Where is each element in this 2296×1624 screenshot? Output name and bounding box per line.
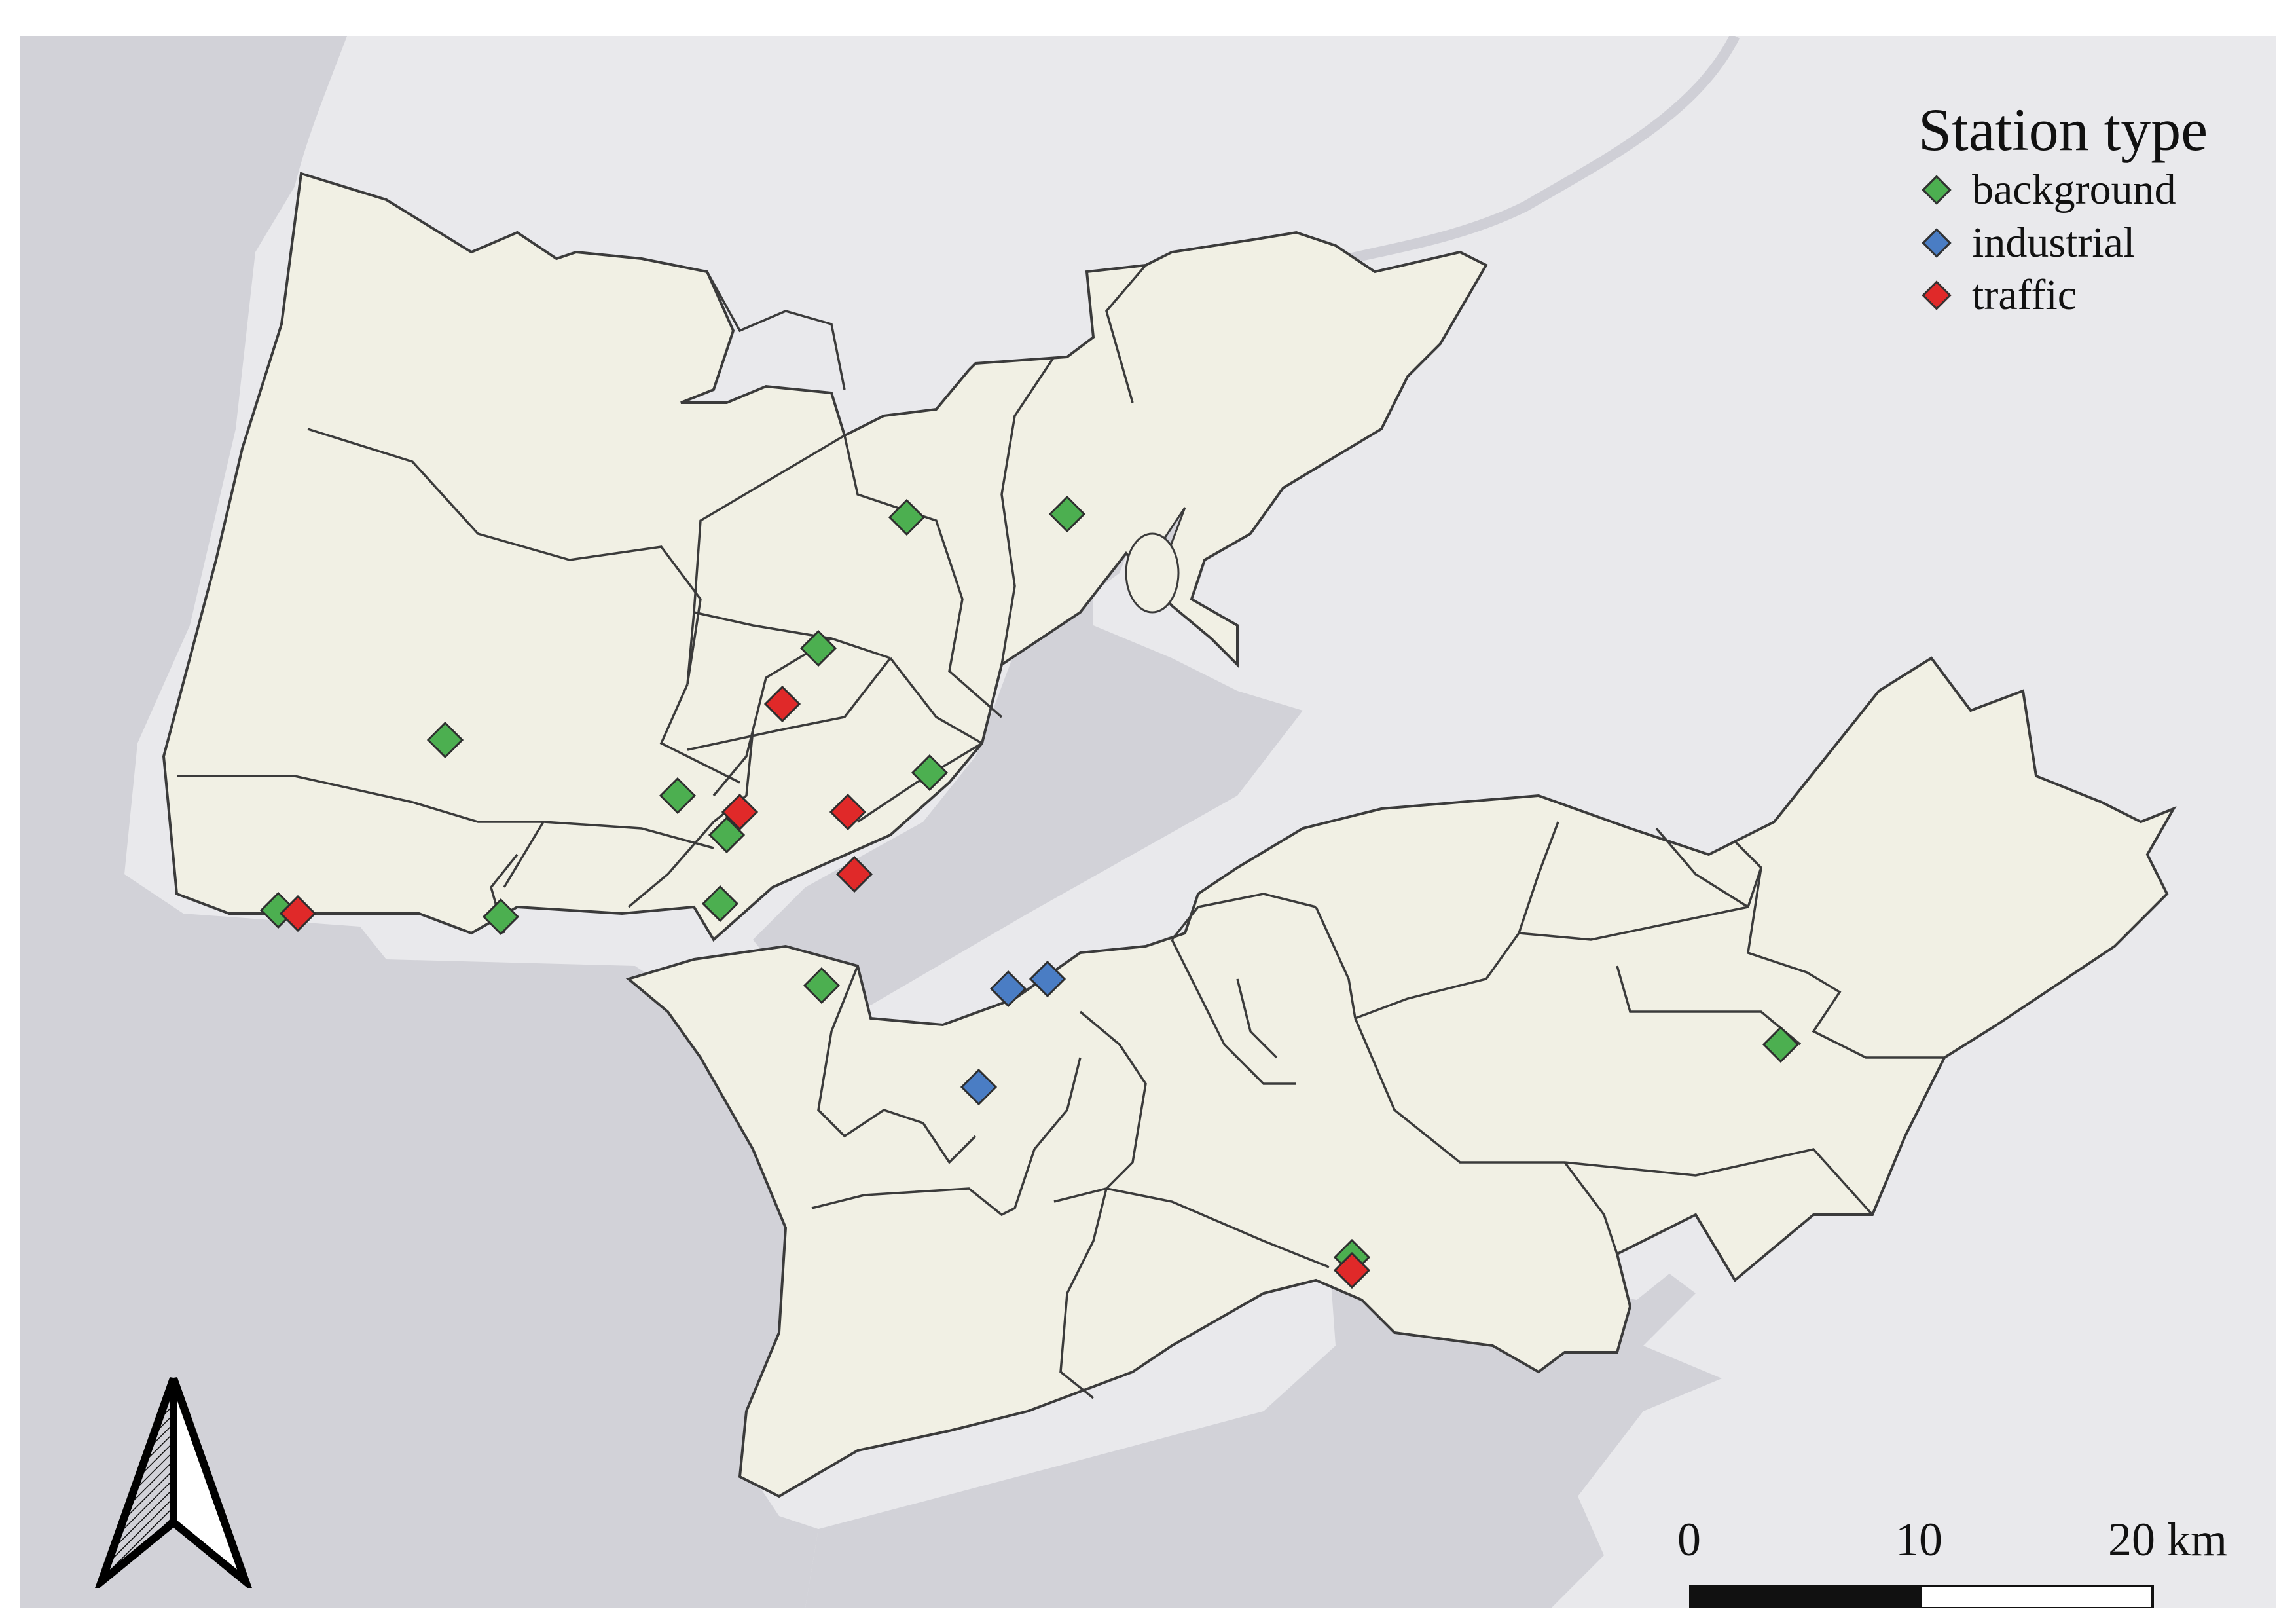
legend-label-traffic: traffic xyxy=(1972,271,2077,319)
station-marker-industrial xyxy=(989,970,1027,1008)
study-area-north xyxy=(162,172,1488,942)
ocean-area xyxy=(20,36,818,1608)
station-marker-background xyxy=(888,498,926,536)
diamond-icon xyxy=(1918,225,1955,261)
station-marker-traffic xyxy=(279,895,317,932)
legend-title: Station type xyxy=(1918,96,2208,163)
legend-item-background: background xyxy=(1918,164,2176,216)
station-marker-background xyxy=(911,754,949,792)
study-area-south xyxy=(625,656,2177,1498)
scale-bar: 0 10 20 km xyxy=(1669,1513,2227,1608)
scale-segment-light xyxy=(1922,1587,2151,1607)
scale-label-10: 10 xyxy=(1895,1513,1942,1566)
scale-bar-rect xyxy=(1689,1585,2154,1608)
legend-label-industrial: industrial xyxy=(1972,219,2136,267)
legend-swatch-industrial xyxy=(1922,228,1952,258)
island-marsh xyxy=(1125,532,1180,614)
legend-item-traffic: traffic xyxy=(1918,269,2077,322)
legend-label-background: background xyxy=(1972,166,2176,213)
station-marker-industrial xyxy=(960,1068,998,1106)
station-marker-background xyxy=(482,898,520,936)
station-marker-industrial xyxy=(1029,960,1066,998)
station-marker-background xyxy=(659,777,697,815)
estuary-area xyxy=(753,455,1303,1005)
north-arrow-icon xyxy=(95,1376,252,1588)
scale-label-20km: 20 km xyxy=(2108,1513,2228,1566)
legend-swatch-traffic xyxy=(1922,280,1952,310)
station-marker-background xyxy=(701,885,739,923)
station-marker-background xyxy=(1762,1025,1800,1063)
scale-label-0: 0 xyxy=(1677,1513,1701,1566)
station-marker-traffic xyxy=(829,793,867,831)
scale-segment-dark xyxy=(1692,1587,1922,1607)
stations-layer xyxy=(259,495,1800,1289)
station-marker-traffic xyxy=(1333,1251,1371,1289)
map-frame: Station type background industrial traff… xyxy=(20,36,2276,1608)
station-marker-background xyxy=(708,816,746,854)
station-marker-background xyxy=(799,629,837,667)
station-marker-background xyxy=(426,721,464,759)
diamond-icon xyxy=(1918,277,1955,314)
legend-item-industrial: industrial xyxy=(1918,217,2135,269)
municipal-boundaries xyxy=(177,264,1944,1399)
station-marker-traffic xyxy=(763,685,801,723)
station-marker-background xyxy=(1048,495,1086,533)
map-canvas xyxy=(20,36,2177,1608)
station-marker-traffic xyxy=(835,855,873,893)
station-marker-background xyxy=(803,967,841,1005)
legend-swatch-background xyxy=(1922,175,1952,205)
station-marker-traffic xyxy=(721,793,759,831)
diamond-icon xyxy=(1918,172,1955,208)
